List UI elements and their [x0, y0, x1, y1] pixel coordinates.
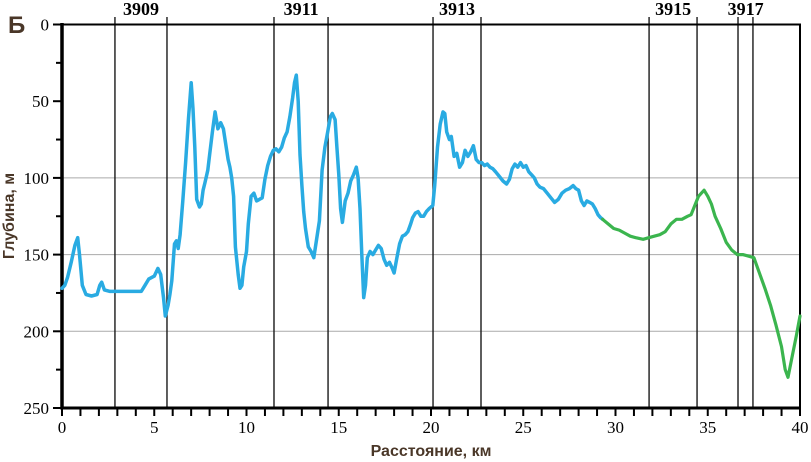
- depth-profile-east-segment: [600, 188, 802, 379]
- x-axis-title: Расстояние, км: [371, 443, 492, 460]
- x-tick-label-10: 10: [238, 418, 255, 437]
- x-tick-label-20: 20: [423, 418, 440, 437]
- x-tick-label-25: 25: [515, 418, 532, 437]
- x-tick-label-30: 30: [607, 418, 624, 437]
- y-tick-label-50: 50: [32, 92, 49, 111]
- station-label-3911: 3911: [284, 0, 319, 19]
- y-axis-title: Глубина, м: [1, 173, 18, 259]
- y-tick-label-100: 100: [24, 169, 50, 188]
- y-tick-label-150: 150: [24, 246, 50, 265]
- station-label-3913: 3913: [439, 0, 475, 19]
- y-tick-label-250: 250: [24, 399, 50, 418]
- y-tick-label-200: 200: [24, 322, 50, 341]
- depth-profile-west-segment: [60, 73, 605, 318]
- y-tick-label-0: 0: [41, 16, 50, 35]
- x-tick-label-35: 35: [699, 418, 716, 437]
- station-label-3909: 3909: [123, 0, 159, 19]
- x-tick-label-15: 15: [330, 418, 347, 437]
- panel-label: Б: [8, 12, 25, 39]
- x-tick-label-0: 0: [58, 418, 67, 437]
- x-tick-label-40: 40: [792, 418, 809, 437]
- station-label-3915: 3915: [655, 0, 691, 19]
- x-tick-label-5: 5: [150, 418, 159, 437]
- station-label-3917: 3917: [728, 0, 764, 19]
